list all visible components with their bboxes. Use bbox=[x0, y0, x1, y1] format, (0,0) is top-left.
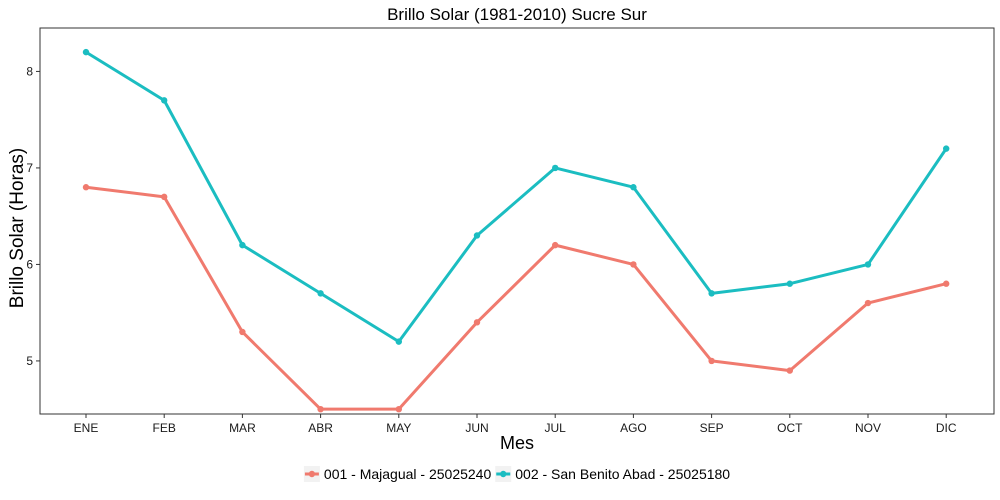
series-line bbox=[84, 50, 948, 344]
data-point bbox=[161, 97, 168, 104]
data-point bbox=[708, 290, 715, 297]
chart-title: Brillo Solar (1981-2010) Sucre Sur bbox=[387, 5, 647, 24]
data-point bbox=[161, 193, 168, 201]
y-tick-label: 5 bbox=[26, 354, 33, 368]
data-point bbox=[82, 184, 90, 191]
legend-item: 001 - Majagual - 25025240 bbox=[303, 466, 492, 482]
y-tick-label: 7 bbox=[26, 161, 33, 175]
data-point bbox=[552, 164, 559, 172]
series-line bbox=[84, 185, 948, 411]
data-point bbox=[630, 261, 637, 268]
legend-label: 001 - Majagual - 25025240 bbox=[324, 466, 492, 482]
data-point bbox=[864, 261, 872, 268]
legend-key-point bbox=[308, 470, 316, 478]
y-axis: 5 6 7 8 bbox=[26, 64, 40, 368]
data-point bbox=[708, 357, 715, 365]
data-point bbox=[395, 338, 402, 345]
y-tick-label: 6 bbox=[26, 257, 33, 271]
x-tick-label: ENE bbox=[74, 421, 99, 435]
legend: 001 - Majagual - 25025240 002 - San Benit… bbox=[303, 466, 730, 482]
y-axis-title: Brillo Solar (Horas) bbox=[7, 148, 28, 308]
data-point bbox=[552, 241, 559, 249]
y-tick-label: 8 bbox=[26, 64, 33, 78]
data-point bbox=[317, 290, 324, 297]
data-point bbox=[943, 280, 950, 287]
data-point bbox=[864, 299, 872, 307]
legend-key-point bbox=[500, 470, 507, 478]
x-tick-label: OCT bbox=[777, 421, 803, 435]
data-point bbox=[395, 405, 402, 413]
plot-panel-border bbox=[39, 27, 995, 415]
data-point bbox=[82, 48, 90, 56]
data-point bbox=[786, 280, 793, 287]
x-tick-label: JUL bbox=[545, 421, 567, 435]
series-layer bbox=[82, 48, 950, 413]
data-point bbox=[317, 405, 324, 413]
x-tick-label: MAY bbox=[386, 421, 411, 435]
x-tick-label: AGO bbox=[620, 421, 647, 435]
x-tick-label: DIC bbox=[936, 421, 957, 435]
data-point bbox=[786, 367, 793, 374]
series-1 bbox=[82, 184, 950, 413]
x-axis-title: Mes bbox=[500, 433, 534, 453]
data-point bbox=[239, 241, 246, 249]
data-point bbox=[239, 328, 246, 336]
legend-label: 002 - San Benito Abad - 25025180 bbox=[515, 466, 730, 482]
x-tick-label: SEP bbox=[700, 421, 724, 435]
x-axis: ENE FEB MAR ABR MAY JUN JUL AGO SEP OCT NOV DIC bbox=[74, 414, 957, 435]
x-tick-label: NOV bbox=[855, 421, 881, 435]
legend-item: 002 - San Benito Abad - 25025180 bbox=[495, 466, 730, 482]
x-tick-label: JUN bbox=[465, 421, 488, 435]
x-tick-label: MAR bbox=[229, 421, 256, 435]
data-point bbox=[473, 319, 481, 326]
data-point bbox=[473, 232, 481, 239]
x-tick-label: ABR bbox=[308, 421, 333, 435]
data-point bbox=[943, 145, 950, 152]
data-point bbox=[630, 184, 637, 191]
x-tick-label: FEB bbox=[153, 421, 176, 435]
series-2 bbox=[82, 48, 950, 345]
